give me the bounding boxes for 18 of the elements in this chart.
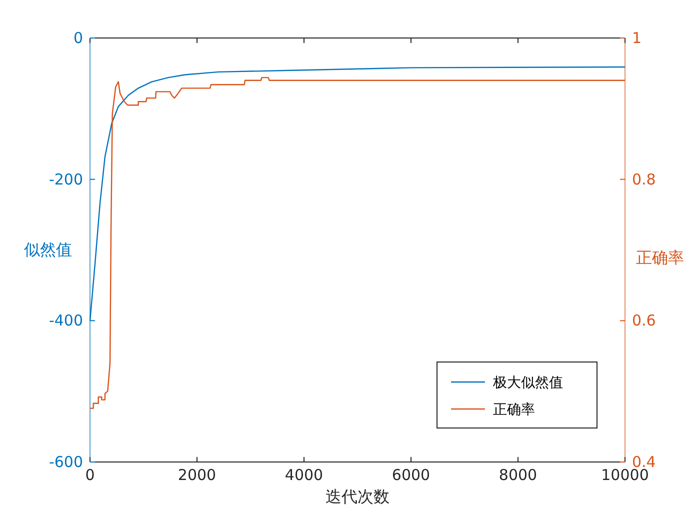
y2-tick-label: 0.6 — [632, 312, 656, 330]
y2-axis-title: 正确率 — [636, 248, 684, 267]
legend-label: 正确率 — [493, 402, 535, 418]
y-axis-title: 似然值 — [24, 240, 72, 259]
legend-label: 极大似然值 — [492, 375, 563, 391]
x-tick-label: 4000 — [284, 466, 324, 484]
y-tick-label: -400 — [48, 312, 83, 330]
x-axis-title: 迭代次数 — [326, 487, 390, 506]
x-tick-label: 8000 — [498, 466, 538, 484]
x-tick-label: 6000 — [392, 466, 430, 484]
y-tick-label: -200 — [48, 170, 83, 188]
y-tick-label: -600 — [48, 453, 83, 471]
y2-tick-label: 0.8 — [632, 170, 656, 188]
y-tick-label: 0 — [73, 29, 83, 47]
y2-tick-label: 1 — [632, 29, 642, 47]
x-tick-label: 10000 — [601, 466, 649, 484]
x-tick-label: 0 — [85, 466, 95, 484]
x-tick-label: 2000 — [178, 466, 216, 484]
